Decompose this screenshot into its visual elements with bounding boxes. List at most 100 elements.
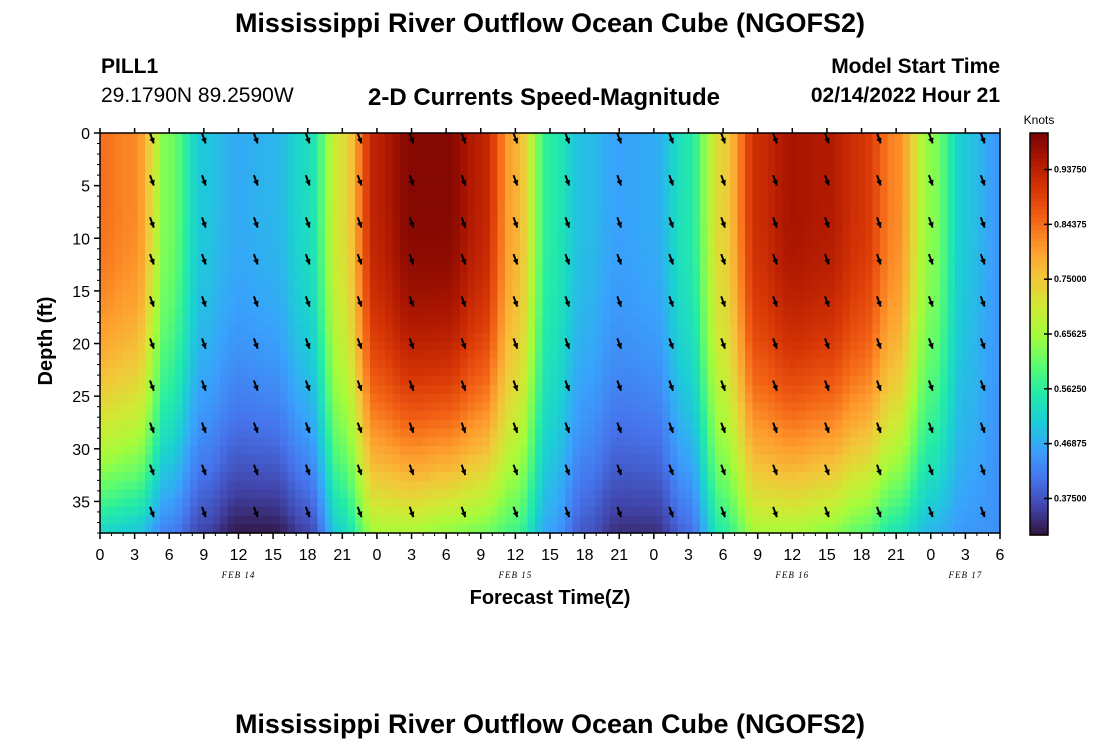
heatmap-cell	[520, 315, 529, 325]
heatmap-cell	[332, 367, 341, 378]
heatmap-cell	[542, 437, 551, 447]
heatmap-cell	[490, 489, 499, 499]
heatmap-cell	[797, 428, 806, 438]
heatmap-cell	[872, 480, 881, 491]
heatmap-cell	[737, 167, 746, 178]
heatmap-cell	[460, 411, 469, 421]
heatmap-cell	[655, 419, 664, 430]
heatmap-cell	[572, 454, 581, 465]
heatmap-cell	[790, 167, 799, 178]
heatmap-cell	[895, 176, 904, 186]
heatmap-cell	[880, 446, 889, 456]
heatmap-cell	[595, 193, 604, 204]
heatmap-cell	[692, 463, 701, 473]
heatmap-cell	[910, 193, 919, 204]
heatmap-cell	[797, 524, 806, 534]
heatmap-cell	[512, 350, 521, 360]
heatmap-cell	[677, 159, 686, 169]
heatmap-cell	[595, 411, 604, 421]
heatmap-cell	[325, 289, 334, 299]
heatmap-cell	[580, 446, 589, 456]
heatmap-cell	[722, 246, 731, 256]
heatmap-cell	[820, 498, 829, 508]
heatmap-cell	[632, 246, 641, 256]
heatmap-cell	[610, 219, 619, 230]
heatmap-cells	[100, 133, 1001, 534]
heatmap-cell	[910, 141, 919, 151]
heatmap-cell	[595, 437, 604, 447]
heatmap-cell	[632, 350, 641, 360]
heatmap-cell	[370, 341, 379, 351]
heatmap-cell	[520, 376, 529, 386]
heatmap-cell	[415, 498, 424, 508]
heatmap-cell	[820, 367, 829, 378]
heatmap-cell	[175, 428, 184, 438]
heatmap-cell	[662, 219, 671, 230]
heatmap-cell	[670, 515, 679, 525]
heatmap-cell	[872, 159, 881, 169]
heatmap-cell	[445, 333, 454, 343]
heatmap-cell	[197, 428, 206, 438]
heatmap-cell	[902, 228, 911, 238]
heatmap-cell	[730, 489, 739, 499]
heatmap-cell	[835, 280, 844, 291]
heatmap-cell	[235, 524, 244, 534]
heatmap-cell	[775, 167, 784, 178]
heatmap-cell	[137, 228, 146, 238]
heatmap-cell	[527, 185, 536, 195]
heatmap-cell	[415, 333, 424, 343]
heatmap-cell	[647, 333, 656, 343]
heatmap-cell	[272, 219, 281, 230]
heatmap-cell	[610, 411, 619, 421]
heatmap-cell	[812, 263, 821, 273]
heatmap-cell	[775, 385, 784, 395]
heatmap-cell	[752, 133, 761, 143]
heatmap-cell	[902, 480, 911, 491]
heatmap-cell	[842, 480, 851, 491]
heatmap-cell	[227, 141, 236, 151]
heatmap-cell	[497, 280, 506, 291]
heatmap-cell	[722, 419, 731, 430]
heatmap-cell	[820, 463, 829, 473]
heatmap-cell	[842, 411, 851, 421]
heatmap-cell	[475, 202, 484, 212]
heatmap-cell	[190, 498, 199, 508]
heatmap-cell	[505, 237, 514, 247]
heatmap-cell	[827, 350, 836, 360]
heatmap-cell	[692, 272, 701, 282]
heatmap-cell	[557, 185, 566, 195]
heatmap-cell	[227, 167, 236, 178]
heatmap-cell	[602, 428, 611, 438]
heatmap-cell	[467, 506, 476, 517]
heatmap-cell	[242, 454, 251, 465]
heatmap-cell	[835, 159, 844, 169]
heatmap-cell	[115, 306, 124, 317]
heatmap-cell	[377, 246, 386, 256]
heatmap-cell	[437, 454, 446, 465]
heatmap-cell	[767, 202, 776, 212]
heatmap-cell	[670, 141, 679, 151]
heatmap-cell	[565, 333, 574, 343]
heatmap-cell	[722, 176, 731, 186]
heatmap-cell	[287, 367, 296, 378]
heatmap-cell	[835, 480, 844, 491]
heatmap-cell	[452, 228, 461, 238]
heatmap-cell	[812, 359, 821, 369]
heatmap-cell	[842, 254, 851, 265]
heatmap-cell	[490, 393, 499, 404]
heatmap-cell	[617, 272, 626, 282]
heatmap-cell	[902, 463, 911, 473]
heatmap-cell	[272, 176, 281, 186]
heatmap-cell	[827, 289, 836, 299]
heatmap-cell	[827, 367, 836, 378]
heatmap-cell	[865, 133, 874, 143]
heatmap-cell	[130, 428, 139, 438]
heatmap-cell	[407, 193, 416, 204]
heatmap-cell	[235, 306, 244, 317]
heatmap-cell	[550, 359, 559, 369]
heatmap-cell	[152, 367, 161, 378]
heatmap-cell	[490, 185, 499, 195]
heatmap-cell	[820, 428, 829, 438]
heatmap-cell	[865, 280, 874, 291]
heatmap-cell	[857, 524, 866, 534]
